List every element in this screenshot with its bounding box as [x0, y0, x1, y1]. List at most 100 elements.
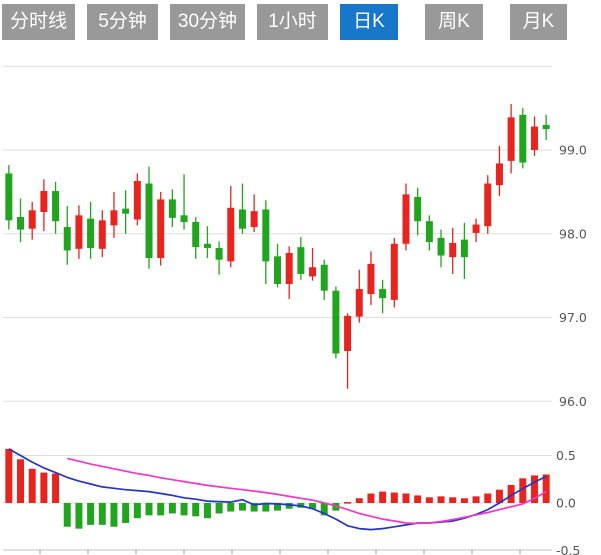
candle-body: [17, 217, 25, 230]
macd-histogram-bar: [402, 493, 410, 503]
macd-histogram-bar: [484, 493, 492, 503]
candle-body: [63, 227, 71, 251]
candle-body: [449, 242, 457, 258]
candle-body: [367, 263, 375, 295]
macd-histogram-bar: [332, 503, 340, 511]
candle-body: [87, 218, 95, 248]
price-axis-label: 97.0: [559, 310, 587, 325]
candle-body: [425, 221, 433, 243]
macd-histogram-bar: [472, 496, 480, 503]
macd-histogram-bar: [344, 502, 352, 504]
candle-body: [332, 290, 340, 354]
tab-30min[interactable]: 30分钟: [170, 4, 245, 40]
candle-body: [215, 247, 223, 260]
candle-body: [320, 264, 328, 291]
tab-monthly-k[interactable]: 月K: [510, 4, 567, 40]
macd-histogram-bar: [110, 503, 118, 527]
macd-histogram-bar: [437, 496, 445, 503]
price-axis-label: 96.0: [559, 394, 587, 409]
macd-histogram-bar: [133, 503, 141, 519]
macd-histogram-bar: [530, 475, 538, 503]
candle-body: [414, 196, 422, 222]
tab-timeline[interactable]: 分时线: [2, 4, 75, 40]
candle-body: [507, 117, 515, 161]
macd-axis-label: -0.5: [556, 543, 580, 555]
macd-histogram-bar: [17, 459, 25, 503]
macd-histogram-bar: [192, 503, 200, 517]
candle-body: [157, 199, 165, 259]
candle-body: [5, 173, 13, 221]
tab-5min[interactable]: 5分钟: [87, 4, 158, 40]
macd-histogram-bar: [542, 474, 550, 503]
candle-body: [379, 289, 387, 299]
macd-histogram-bar: [145, 503, 153, 516]
candle-body: [542, 124, 550, 130]
candle-body: [192, 222, 200, 248]
candle-body: [75, 215, 83, 249]
tab-1hour[interactable]: 1小时: [257, 4, 328, 40]
candle-body: [274, 256, 281, 284]
candle-body: [390, 243, 398, 300]
macd-histogram-bar: [52, 473, 60, 503]
candle-body: [238, 209, 246, 229]
macd-histogram-bar: [180, 503, 188, 516]
candle-body: [297, 247, 305, 274]
macd-histogram-bar: [367, 493, 375, 503]
candle-body: [437, 237, 445, 256]
macd-histogram-bar: [355, 498, 363, 503]
macd-histogram-bar: [5, 448, 13, 503]
macd-histogram-bar: [309, 503, 317, 509]
macd-histogram-bar: [87, 503, 95, 525]
tab-daily-k[interactable]: 日K: [340, 4, 398, 40]
candle-body: [133, 180, 141, 220]
candle-body: [355, 289, 363, 317]
candle-body: [495, 163, 503, 186]
macd-histogram-bar: [320, 503, 328, 516]
candle-body: [472, 224, 480, 233]
macd-histogram-bar: [414, 495, 422, 503]
macd-histogram-bar: [63, 503, 71, 527]
candle-body: [203, 243, 211, 248]
candle-body: [460, 239, 468, 258]
macd-histogram-bar: [28, 468, 36, 503]
macd-histogram-bar: [238, 503, 246, 511]
macd-axis-label: 0.5: [556, 448, 576, 463]
macd-histogram-bar: [227, 503, 235, 512]
candle-body: [285, 253, 293, 284]
macd-histogram-bar: [285, 503, 293, 509]
interval-tabbar: 分时线 5分钟 30分钟 1小时 日K 周K 月K: [2, 4, 567, 40]
price-axis-label: 99.0: [559, 143, 587, 158]
candle-body: [110, 210, 118, 226]
candle-body: [122, 208, 130, 214]
price-axis-label: 98.0: [559, 226, 587, 241]
macd-histogram-bar: [507, 484, 515, 503]
candle-body: [484, 183, 492, 227]
macd-histogram-bar: [460, 498, 468, 503]
macd-histogram-bar: [425, 497, 433, 503]
candle-body: [402, 194, 410, 244]
candle-body: [28, 210, 36, 229]
macd-histogram-bar: [168, 503, 176, 514]
candle-body: [227, 207, 235, 262]
macd-histogram-bar: [449, 497, 457, 503]
macd-histogram-bar: [519, 478, 527, 503]
macd-histogram-bar: [262, 503, 270, 512]
macd-histogram-bar: [390, 492, 398, 503]
candle-body: [98, 220, 106, 249]
macd-axis-label: 0.0: [556, 496, 576, 511]
candle-body: [40, 191, 48, 212]
macd-histogram-bar: [250, 503, 258, 512]
candle-body: [145, 183, 153, 259]
macd-histogram-bar: [122, 503, 130, 523]
dea-line: [67, 457, 547, 525]
tab-weekly-k[interactable]: 周K: [425, 4, 483, 40]
macd-histogram-bar: [215, 503, 223, 514]
macd-histogram-bar: [379, 491, 387, 503]
candle-body: [519, 114, 527, 163]
macd-histogram-bar: [98, 503, 106, 525]
macd-histogram-bar: [274, 503, 281, 511]
candle-body: [309, 267, 317, 277]
macd-histogram-bar: [75, 503, 83, 529]
